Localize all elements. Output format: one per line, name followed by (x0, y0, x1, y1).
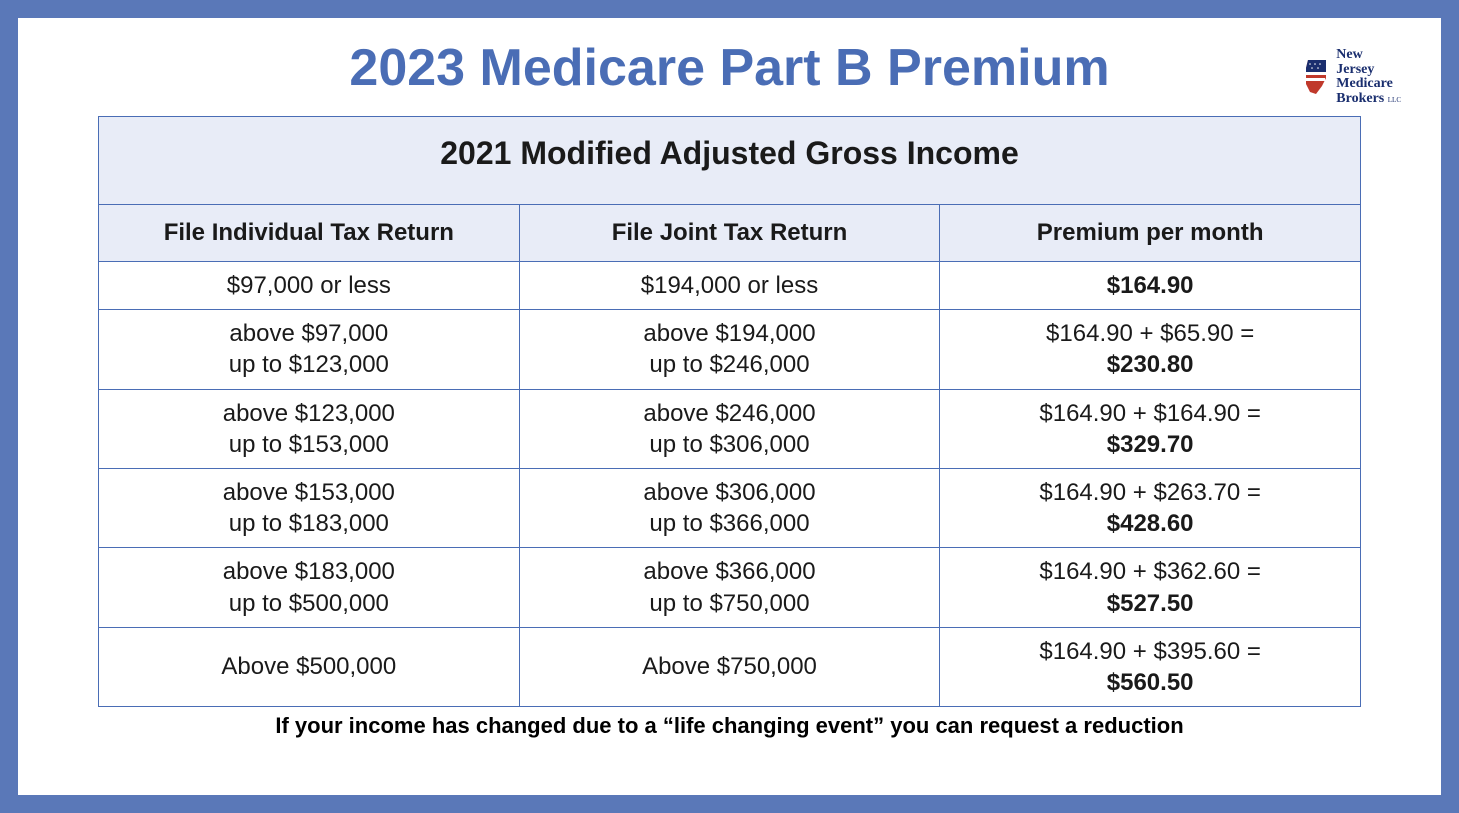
cell-premium: $164.90 + $65.90 =$230.80 (940, 310, 1361, 389)
table-row: above $97,000up to $123,000above $194,00… (99, 310, 1361, 389)
table-body: $97,000 or less$194,000 or less$164.90ab… (99, 262, 1361, 707)
table-header-row: 2021 Modified Adjusted Gross Income (99, 117, 1361, 205)
cell-joint: above $194,000up to $246,000 (519, 310, 940, 389)
table-row: above $123,000up to $153,000above $246,0… (99, 389, 1361, 468)
column-header-row: File Individual Tax Return File Joint Ta… (99, 205, 1361, 262)
cell-individual: $97,000 or less (99, 262, 520, 310)
logo-text: New Jersey Medicare Brokers LLC (1336, 48, 1401, 107)
col-header-premium: Premium per month (940, 205, 1361, 262)
cell-joint: above $306,000up to $366,000 (519, 468, 940, 547)
cell-individual: above $123,000up to $153,000 (99, 389, 520, 468)
cell-joint: Above $750,000 (519, 627, 940, 706)
table-row: $97,000 or less$194,000 or less$164.90 (99, 262, 1361, 310)
logo-line: Brokers (1336, 91, 1384, 106)
logo-suffix: LLC (1388, 96, 1401, 104)
page-title: 2023 Medicare Part B Premium (98, 38, 1361, 98)
col-header-individual: File Individual Tax Return (99, 205, 520, 262)
cell-individual: above $97,000up to $123,000 (99, 310, 520, 389)
cell-joint: above $246,000up to $306,000 (519, 389, 940, 468)
cell-premium: $164.90 + $164.90 =$329.70 (940, 389, 1361, 468)
table-row: Above $500,000Above $750,000$164.90 + $3… (99, 627, 1361, 706)
cell-individual: above $153,000up to $183,000 (99, 468, 520, 547)
cell-premium: $164.90 + $263.70 =$428.60 (940, 468, 1361, 547)
cell-individual: Above $500,000 (99, 627, 520, 706)
footnote: If your income has changed due to a “lif… (98, 713, 1361, 739)
logo-line: New (1336, 48, 1401, 63)
cell-premium: $164.90 + $395.60 =$560.50 (940, 627, 1361, 706)
table-row: above $153,000up to $183,000above $306,0… (99, 468, 1361, 547)
cell-joint: $194,000 or less (519, 262, 940, 310)
logo-line: Jersey (1336, 63, 1401, 78)
table-row: above $183,000up to $500,000above $366,0… (99, 548, 1361, 627)
premium-table: 2021 Modified Adjusted Gross Income File… (98, 116, 1361, 707)
logo-line: Medicare (1336, 77, 1401, 92)
cell-premium: $164.90 + $362.60 =$527.50 (940, 548, 1361, 627)
table-header: 2021 Modified Adjusted Gross Income (99, 117, 1361, 205)
document-frame: New Jersey Medicare Brokers LLC 2023 Med… (0, 0, 1459, 813)
col-header-joint: File Joint Tax Return (519, 205, 940, 262)
cell-individual: above $183,000up to $500,000 (99, 548, 520, 627)
nj-flag-icon (1300, 58, 1330, 96)
brand-logo: New Jersey Medicare Brokers LLC (1300, 48, 1401, 107)
cell-joint: above $366,000up to $750,000 (519, 548, 940, 627)
cell-premium: $164.90 (940, 262, 1361, 310)
